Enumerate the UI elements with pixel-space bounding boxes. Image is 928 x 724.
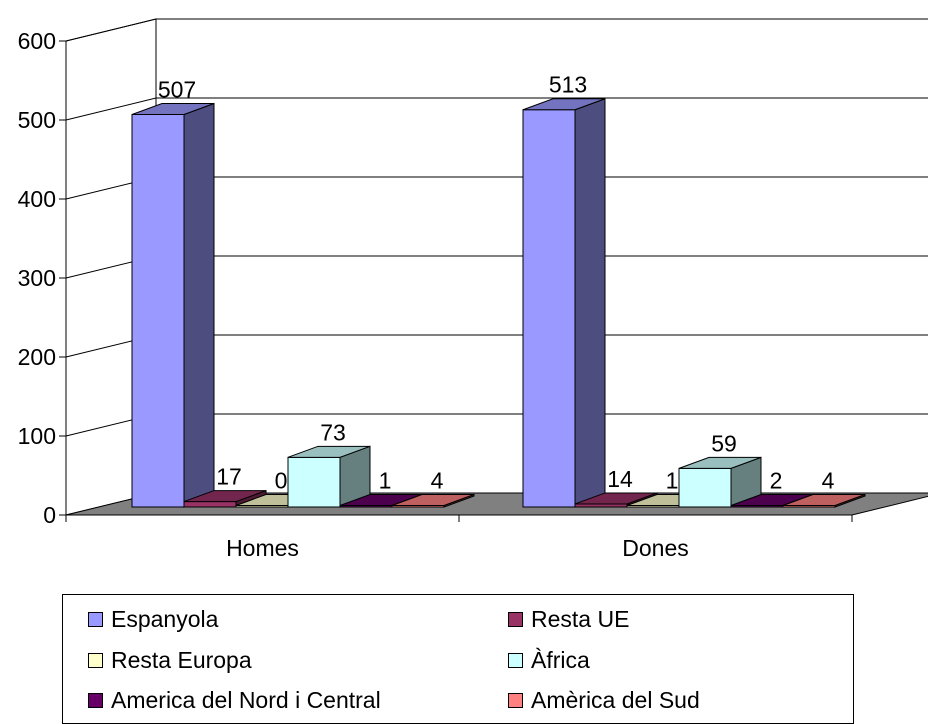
axes: 0 100 200 300 400 500 600 Homes Dones bbox=[18, 28, 853, 561]
legend-label: Espanyola bbox=[111, 605, 219, 632]
bar-side bbox=[183, 102, 215, 508]
bar-front bbox=[678, 467, 732, 508]
data-label: 0 bbox=[275, 468, 288, 494]
bar bbox=[287, 445, 371, 508]
legend-item: Resta UE bbox=[508, 605, 629, 633]
bar-top bbox=[391, 494, 475, 506]
bar-top bbox=[183, 490, 267, 503]
legend-item: Àfrica bbox=[508, 646, 590, 674]
legend-item: America del Nord i Central bbox=[88, 686, 381, 714]
bar bbox=[131, 102, 215, 508]
y-tick-label: 400 bbox=[18, 186, 56, 212]
data-label: 513 bbox=[549, 72, 587, 98]
legend-swatch bbox=[508, 652, 523, 668]
legend-swatch bbox=[88, 611, 103, 627]
data-label: 1 bbox=[666, 468, 679, 494]
bar-top bbox=[678, 456, 762, 469]
y-tick-label: 0 bbox=[43, 502, 56, 528]
bar-top bbox=[574, 492, 658, 505]
bar-front bbox=[287, 456, 341, 508]
gridline bbox=[65, 18, 928, 42]
y-tick-label: 200 bbox=[18, 344, 56, 370]
bar-front bbox=[183, 501, 237, 508]
bar-front bbox=[522, 109, 576, 508]
legend-label: Àfrica bbox=[531, 646, 590, 673]
legend-label: America del Nord i Central bbox=[111, 686, 381, 713]
y-tick-label: 500 bbox=[18, 107, 56, 133]
bar bbox=[782, 493, 866, 508]
legend-label: Amèrica del Sud bbox=[531, 686, 700, 713]
legend: Espanyola Resta UE Resta Europa Àfrica A… bbox=[62, 594, 854, 724]
legend-item: Amèrica del Sud bbox=[508, 686, 700, 714]
legend-swatch bbox=[508, 611, 523, 627]
data-label: 17 bbox=[216, 464, 242, 490]
gridline bbox=[65, 97, 928, 121]
bar bbox=[678, 456, 762, 508]
bar-top bbox=[522, 98, 606, 111]
legend-swatch bbox=[508, 692, 523, 708]
bar-front bbox=[131, 113, 185, 508]
y-tick-label: 300 bbox=[18, 265, 56, 291]
data-label: 73 bbox=[320, 419, 346, 445]
bar-side bbox=[574, 98, 606, 508]
y-tick-label: 100 bbox=[18, 423, 56, 449]
data-label: 507 bbox=[158, 76, 196, 102]
data-labels: 507 513 17 14 0 1 73 59 1 2 4 4 bbox=[158, 72, 835, 494]
bar bbox=[391, 493, 475, 508]
legend-swatch bbox=[88, 652, 103, 668]
data-label: 1 bbox=[379, 468, 392, 494]
x-tick-label: Dones bbox=[622, 535, 688, 561]
x-tick-label: Homes bbox=[226, 535, 299, 561]
legend-label: Resta Europa bbox=[111, 646, 252, 673]
bar-top bbox=[131, 102, 215, 115]
bar-top bbox=[287, 445, 371, 458]
data-label: 2 bbox=[770, 468, 783, 494]
bar-top bbox=[782, 494, 866, 506]
bars bbox=[131, 98, 866, 508]
data-label: 4 bbox=[431, 468, 444, 494]
y-tick-label: 600 bbox=[18, 28, 56, 54]
legend-item: Espanyola bbox=[88, 605, 218, 633]
legend-swatch bbox=[88, 692, 103, 708]
legend-label: Resta UE bbox=[531, 605, 630, 632]
data-label: 59 bbox=[711, 430, 737, 456]
data-label: 4 bbox=[822, 468, 835, 494]
data-label: 14 bbox=[607, 466, 633, 492]
bar bbox=[522, 98, 606, 508]
legend-item: Resta Europa bbox=[88, 646, 252, 674]
